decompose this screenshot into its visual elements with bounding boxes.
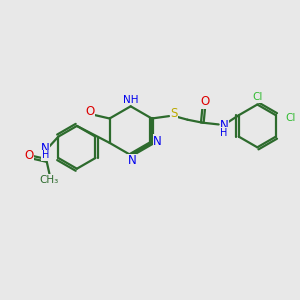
- Text: H: H: [220, 128, 227, 138]
- Text: S: S: [170, 107, 178, 120]
- Text: O: O: [201, 95, 210, 108]
- Text: O: O: [24, 148, 33, 162]
- Text: CH₃: CH₃: [40, 175, 59, 185]
- Text: N: N: [220, 119, 229, 132]
- Text: O: O: [85, 106, 94, 118]
- Text: Cl: Cl: [285, 113, 296, 123]
- Text: NH: NH: [123, 95, 138, 105]
- Text: H: H: [42, 150, 49, 160]
- Text: N: N: [128, 154, 136, 167]
- Text: N: N: [153, 135, 162, 148]
- Text: Cl: Cl: [252, 92, 262, 102]
- Text: N: N: [41, 142, 50, 155]
